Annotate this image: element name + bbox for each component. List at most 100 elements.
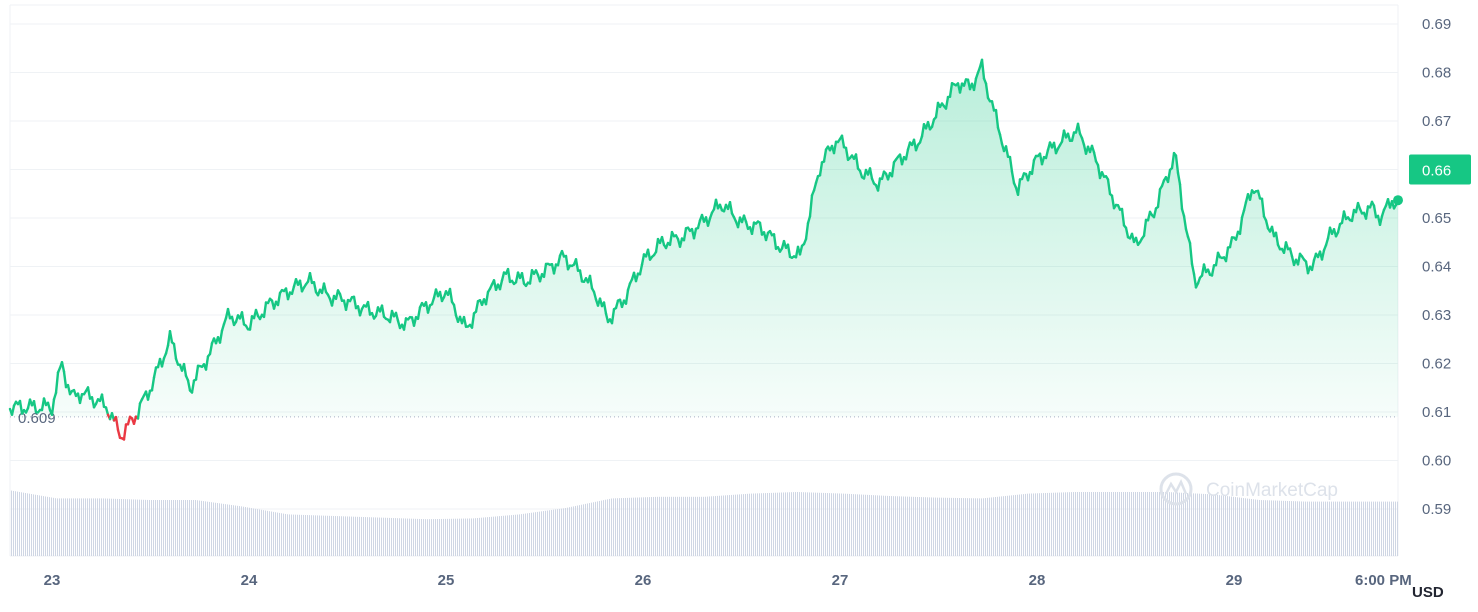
volume-bar bbox=[513, 514, 514, 556]
volume-bar bbox=[903, 496, 904, 556]
volume-bar bbox=[381, 517, 382, 556]
volume-bar bbox=[733, 494, 734, 556]
volume-bar bbox=[297, 514, 298, 556]
coinmarketcap-logo-wave bbox=[1164, 478, 1188, 495]
price-segment bbox=[500, 271, 506, 282]
volume-bar bbox=[821, 492, 822, 556]
volume-bar bbox=[263, 510, 264, 556]
volume-bar bbox=[471, 518, 472, 556]
volume-bar bbox=[1167, 492, 1168, 556]
volume-bar bbox=[1041, 493, 1042, 556]
volume-bar bbox=[1349, 501, 1350, 556]
x-tick-label: 29 bbox=[1226, 572, 1243, 589]
volume-bar bbox=[523, 513, 524, 556]
price-segment bbox=[1142, 218, 1148, 238]
volume-bar bbox=[1151, 492, 1152, 556]
volume-bar bbox=[1281, 500, 1282, 556]
volume-bar bbox=[577, 505, 578, 556]
volume-bar bbox=[393, 518, 394, 556]
volume-bar bbox=[1389, 501, 1390, 556]
price-segment bbox=[876, 177, 882, 192]
volume-bar bbox=[111, 498, 112, 556]
volume-bar bbox=[107, 498, 108, 556]
volume-bar bbox=[437, 519, 438, 556]
current-price-marker bbox=[1393, 195, 1403, 206]
volume-bar bbox=[857, 494, 858, 556]
volume-bar bbox=[1161, 492, 1162, 556]
volume-bar bbox=[133, 499, 134, 556]
volume-bar bbox=[75, 498, 76, 556]
volume-bar bbox=[613, 498, 614, 556]
price-segment bbox=[352, 295, 358, 310]
price-segment bbox=[240, 311, 246, 326]
price-segment bbox=[46, 401, 52, 412]
volume-bar bbox=[51, 497, 52, 556]
volume-bar bbox=[1271, 500, 1272, 556]
volume-bar bbox=[1307, 501, 1308, 556]
price-segment bbox=[1242, 200, 1248, 212]
volume-bar bbox=[851, 494, 852, 556]
volume-bar bbox=[277, 512, 278, 556]
volume-bar bbox=[495, 516, 496, 556]
volume-bar bbox=[1383, 501, 1384, 556]
price-segment bbox=[868, 167, 874, 180]
price-segment bbox=[1030, 158, 1036, 176]
price-segment bbox=[660, 235, 666, 247]
volume-bar bbox=[1005, 495, 1006, 556]
volume-bar bbox=[1351, 501, 1352, 556]
volume-bar bbox=[651, 497, 652, 556]
volume-bar bbox=[1171, 492, 1172, 556]
volume-bar bbox=[161, 500, 162, 556]
volume-bar bbox=[1169, 492, 1170, 556]
price-segment bbox=[772, 233, 778, 251]
volume-bar bbox=[1205, 493, 1206, 556]
volume-bar bbox=[149, 500, 150, 556]
volume-bar bbox=[599, 500, 600, 556]
volume-bar bbox=[39, 495, 40, 556]
volume-bar bbox=[557, 509, 558, 556]
volume-bar bbox=[391, 517, 392, 556]
volume-bar bbox=[525, 513, 526, 556]
volume-bar bbox=[241, 506, 242, 556]
volume-bar bbox=[791, 492, 792, 556]
volume-bar bbox=[877, 495, 878, 556]
volume-bar bbox=[301, 514, 302, 556]
volume-bar bbox=[1175, 492, 1176, 556]
volume-bar bbox=[715, 496, 716, 556]
volume-bar bbox=[1327, 501, 1328, 556]
volume-bar bbox=[419, 518, 420, 556]
volume-bar bbox=[999, 496, 1000, 556]
volume-bar bbox=[1299, 501, 1300, 556]
price-segment bbox=[164, 344, 170, 355]
x-tick-label: 26 bbox=[635, 572, 652, 589]
y-axis: 0.69 0.68 0.67 0.66 0.65 0.64 0.63 0.62 0.61 0.60… bbox=[1422, 16, 1451, 518]
volume-bar bbox=[977, 498, 978, 556]
price-segment bbox=[786, 243, 792, 259]
volume-bar bbox=[477, 518, 478, 556]
volume-bar bbox=[157, 500, 158, 556]
price-segment bbox=[62, 370, 68, 389]
price-segment bbox=[1320, 248, 1326, 261]
volume-bar bbox=[527, 513, 528, 556]
volume-bar bbox=[529, 513, 530, 556]
volume-bar bbox=[153, 500, 154, 556]
volume-bar bbox=[755, 493, 756, 556]
volume-bar bbox=[1165, 492, 1166, 556]
volume-bar bbox=[1043, 493, 1044, 556]
volume-bar bbox=[229, 504, 230, 556]
volume-bar bbox=[1189, 493, 1190, 556]
volume-bar bbox=[61, 498, 62, 556]
price-segment bbox=[498, 279, 504, 291]
volume-bar bbox=[463, 518, 464, 556]
volume-bar bbox=[1019, 494, 1020, 556]
volume-bar bbox=[465, 518, 466, 556]
price-segment bbox=[706, 217, 712, 227]
volume-bar bbox=[1143, 492, 1144, 556]
price-segment bbox=[930, 118, 936, 129]
volume-bar bbox=[579, 505, 580, 556]
volume-bar bbox=[1375, 501, 1376, 556]
volume-bar bbox=[809, 492, 810, 556]
volume-bar bbox=[361, 516, 362, 556]
volume-bar bbox=[27, 493, 28, 556]
volume-bar bbox=[1361, 501, 1362, 556]
